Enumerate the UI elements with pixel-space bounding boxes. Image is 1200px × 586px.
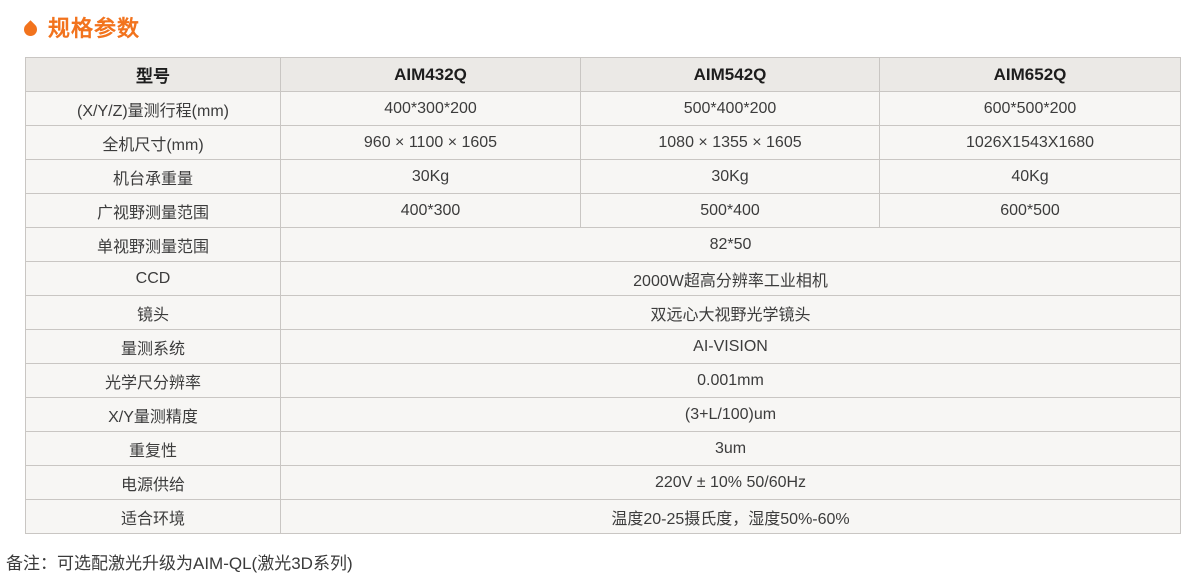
cell-value: 30Kg [580, 159, 880, 194]
cell-value: 30Kg [280, 159, 581, 194]
row-label: X/Y量测精度 [25, 397, 281, 432]
cell-value: 1080 × 1355 × 1605 [580, 125, 880, 160]
cell-value: 500*400 [580, 193, 880, 228]
table-row: 广视野测量范围 400*300 500*400 600*500 [25, 193, 1181, 228]
column-header-aim652q: AIM652Q [879, 57, 1181, 92]
cell-value-merged: 3um [280, 431, 1181, 466]
cell-value-merged: 2000W超高分辨率工业相机 [280, 261, 1181, 296]
row-label: 全机尺寸(mm) [25, 125, 281, 160]
cell-value: 40Kg [879, 159, 1181, 194]
page-title: 规格参数 [48, 15, 141, 41]
spec-table: 型号 AIM432Q AIM542Q AIM652Q (X/Y/Z)量测行程(m… [25, 57, 1181, 534]
row-label: 单视野测量范围 [25, 227, 281, 262]
table-row: 电源供给 220V ± 10% 50/60Hz [25, 465, 1181, 500]
section-title-row: 规格参数 [0, 0, 1200, 42]
row-label: 光学尺分辨率 [25, 363, 281, 398]
table-row: X/Y量测精度 (3+L/100)um [25, 397, 1181, 432]
table-row: (X/Y/Z)量测行程(mm) 400*300*200 500*400*200 … [25, 91, 1181, 126]
cell-value-merged: 220V ± 10% 50/60Hz [280, 465, 1181, 500]
cell-value: 500*400*200 [580, 91, 880, 126]
table-row: 机台承重量 30Kg 30Kg 40Kg [25, 159, 1181, 194]
row-label: CCD [25, 261, 281, 296]
row-label: 镜头 [25, 295, 281, 330]
row-label: 重复性 [25, 431, 281, 466]
cell-value-merged: (3+L/100)um [280, 397, 1181, 432]
cell-value: 600*500 [879, 193, 1181, 228]
cell-value: 960 × 1100 × 1605 [280, 125, 581, 160]
table-row: 单视野测量范围 82*50 [25, 227, 1181, 262]
cell-value-merged: AI-VISION [280, 329, 1181, 364]
cell-value: 400*300 [280, 193, 581, 228]
table-row: 全机尺寸(mm) 960 × 1100 × 1605 1080 × 1355 ×… [25, 125, 1181, 160]
table-row: 镜头 双远心大视野光学镜头 [25, 295, 1181, 330]
cell-value-merged: 82*50 [280, 227, 1181, 262]
table-row: 光学尺分辨率 0.001mm [25, 363, 1181, 398]
cell-value: 600*500*200 [879, 91, 1181, 126]
table-row: CCD 2000W超高分辨率工业相机 [25, 261, 1181, 296]
table-header-row: 型号 AIM432Q AIM542Q AIM652Q [25, 57, 1181, 92]
row-label: 适合环境 [25, 499, 281, 534]
table-row: 量测系统 AI-VISION [25, 329, 1181, 364]
drop-icon [21, 20, 40, 39]
table-row: 重复性 3um [25, 431, 1181, 466]
cell-value-merged: 温度20-25摄氏度，湿度50%-60% [280, 499, 1181, 534]
row-label: (X/Y/Z)量测行程(mm) [25, 91, 281, 126]
column-header-model: 型号 [25, 57, 281, 92]
footnote: 备注：可选配激光升级为AIM-QL(激光3D系列) [6, 554, 353, 573]
column-header-aim542q: AIM542Q [580, 57, 880, 92]
column-header-aim432q: AIM432Q [280, 57, 581, 92]
cell-value: 400*300*200 [280, 91, 581, 126]
table-row: 适合环境 温度20-25摄氏度，湿度50%-60% [25, 499, 1181, 534]
cell-value-merged: 双远心大视野光学镜头 [280, 295, 1181, 330]
cell-value-merged: 0.001mm [280, 363, 1181, 398]
row-label: 机台承重量 [25, 159, 281, 194]
row-label: 广视野测量范围 [25, 193, 281, 228]
row-label: 量测系统 [25, 329, 281, 364]
cell-value: 1026X1543X1680 [879, 125, 1181, 160]
row-label: 电源供给 [25, 465, 281, 500]
